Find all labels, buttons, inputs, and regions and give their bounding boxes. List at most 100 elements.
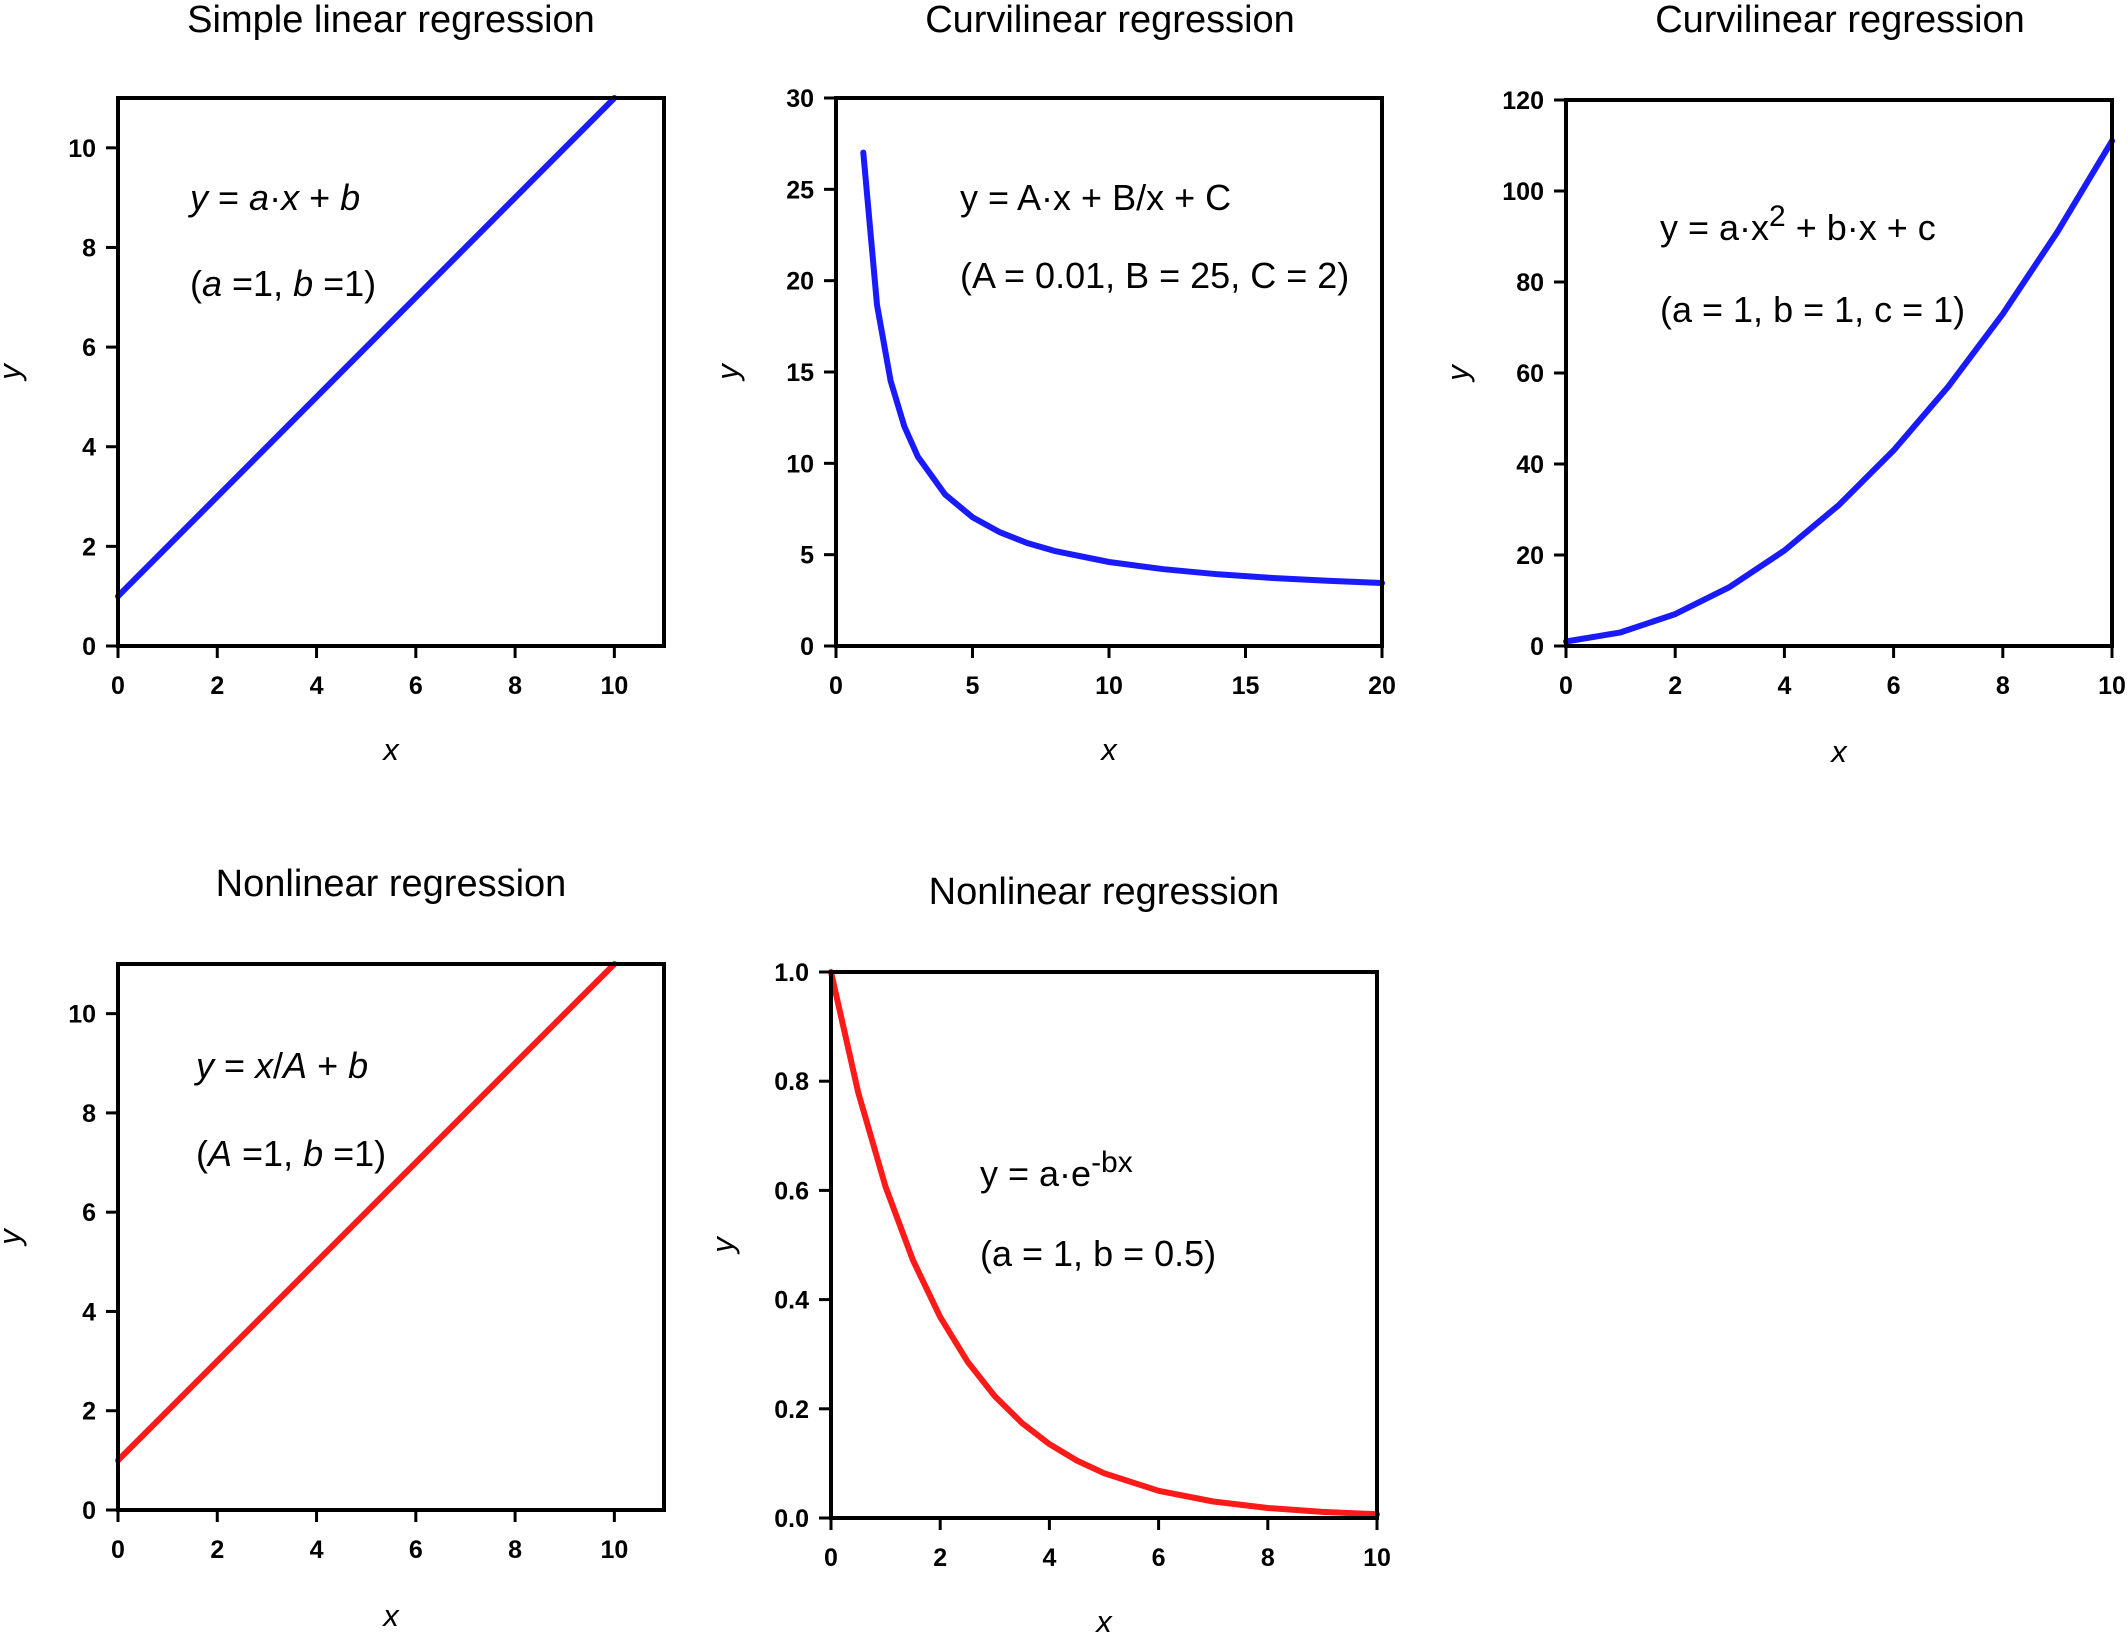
y-tick-label: 10 bbox=[786, 450, 814, 478]
y-tick-label: 8 bbox=[82, 234, 96, 262]
equation-text: · bbox=[269, 177, 281, 218]
y-tick-label: 0 bbox=[82, 633, 96, 661]
plot-frame bbox=[116, 96, 666, 648]
x-tick-label: 10 bbox=[600, 1536, 628, 1564]
equation-text: + b·x + c bbox=[1786, 207, 1936, 248]
x-axis-label: x bbox=[1094, 1604, 1113, 1637]
equation-variable: a bbox=[249, 177, 269, 218]
y-tick-label: 0 bbox=[1530, 633, 1544, 661]
x-tick-label: 2 bbox=[1668, 672, 1682, 700]
equation-variable: x bbox=[253, 1045, 275, 1086]
y-tick-label: 0.8 bbox=[774, 1068, 809, 1096]
x-tick-label: 6 bbox=[1152, 1544, 1166, 1572]
y-tick-label: 0.2 bbox=[774, 1396, 809, 1424]
parameters-text: =1) bbox=[313, 263, 376, 304]
x-axis-label: x bbox=[1099, 732, 1118, 767]
y-tick-label: 5 bbox=[800, 542, 814, 570]
y-tick-label: 100 bbox=[1502, 178, 1544, 206]
x-tick-label: 4 bbox=[310, 1536, 324, 1564]
x-tick-label: 8 bbox=[1996, 672, 2010, 700]
y-tick-label: 0.6 bbox=[774, 1177, 809, 1205]
x-tick-label: 4 bbox=[1042, 1544, 1056, 1572]
equation-variable: A bbox=[281, 1045, 307, 1086]
series-line bbox=[860, 149, 1385, 586]
x-axis-label: x bbox=[381, 732, 400, 767]
y-tick-label: 20 bbox=[1516, 542, 1544, 570]
y-tick-label: 10 bbox=[68, 1001, 96, 1029]
equation-text: y = a·x bbox=[1660, 207, 1769, 248]
x-axis-label: x bbox=[1829, 734, 1848, 769]
x-tick-label: 20 bbox=[1368, 672, 1396, 700]
chart-title: Nonlinear regression bbox=[216, 863, 567, 905]
chart-panel-4: Nonlinear regression02468100246810xyy = … bbox=[0, 863, 666, 1633]
chart-panel-5: Nonlinear regression 0 2 4 6 8 10 0.0 0.2 0.4 0.6 0… bbox=[705, 871, 1391, 1637]
y-tick-label: 4 bbox=[82, 1298, 96, 1326]
y-axis-label: y bbox=[705, 1235, 740, 1255]
chart-title: Curvilinear regression bbox=[925, 0, 1295, 41]
parameters-variable: a bbox=[202, 263, 222, 304]
y-tick-label: 60 bbox=[1516, 360, 1544, 388]
x-tick-label: 2 bbox=[933, 1544, 947, 1572]
parameters-label: (a = 1, b = 0.5) bbox=[980, 1233, 1216, 1274]
y-tick-label: 2 bbox=[82, 1398, 96, 1426]
equation-text: + bbox=[307, 1045, 348, 1086]
y-axis-label: y bbox=[710, 362, 745, 382]
equation-variable: y bbox=[193, 1045, 216, 1086]
x-tick-label: 6 bbox=[409, 1536, 423, 1564]
equation-superscript: -bx bbox=[1091, 1146, 1133, 1179]
y-tick-label: 2 bbox=[82, 533, 96, 561]
y-axis-label: y bbox=[0, 1227, 27, 1247]
parameters-variable: b bbox=[303, 1133, 323, 1174]
y-tick-label: 80 bbox=[1516, 269, 1544, 297]
x-tick-label: 0 bbox=[111, 672, 125, 700]
parameters-label: (a =1, b =1) bbox=[190, 263, 376, 304]
x-tick-label: 4 bbox=[310, 672, 324, 700]
equation-label: y = a·x + b bbox=[187, 177, 360, 218]
y-tick-label: 120 bbox=[1502, 87, 1544, 115]
parameters-variable: A bbox=[206, 1133, 232, 1174]
plot-frame bbox=[1564, 98, 2114, 648]
plot-frame bbox=[116, 962, 666, 1512]
equation-text: y = a·e bbox=[980, 1153, 1091, 1194]
y-tick-label: 40 bbox=[1516, 451, 1544, 479]
x-tick-label: 15 bbox=[1232, 672, 1260, 700]
series-line bbox=[828, 969, 1380, 1518]
equation-label: y = A·x + B/x + C bbox=[960, 177, 1231, 218]
parameters-text: =1, bbox=[222, 263, 293, 304]
y-tick-label: 10 bbox=[68, 135, 96, 163]
equation-text: = bbox=[214, 1045, 255, 1086]
equation-label: y = a·e-bx bbox=[980, 1146, 1133, 1194]
equation-variable: y bbox=[187, 177, 210, 218]
x-tick-label: 0 bbox=[824, 1544, 838, 1572]
parameters-text: =1, bbox=[232, 1133, 303, 1174]
equation-variable: b bbox=[348, 1045, 368, 1086]
equation-text: = bbox=[208, 177, 249, 218]
x-tick-label: 10 bbox=[1363, 1544, 1391, 1572]
y-tick-label: 0.4 bbox=[774, 1287, 809, 1315]
y-tick-label: 15 bbox=[786, 359, 814, 387]
y-tick-label: 20 bbox=[786, 268, 814, 296]
chart-panel-2: Curvilinear regression 0 5 10 15 20 0 5 10 15 20 25… bbox=[710, 0, 1396, 767]
x-tick-label: 6 bbox=[409, 672, 423, 700]
y-tick-label: 30 bbox=[786, 85, 814, 113]
y-axis-label: y bbox=[1440, 363, 1475, 383]
series-line bbox=[115, 95, 618, 600]
x-tick-label: 8 bbox=[508, 672, 522, 700]
parameters-variable: b bbox=[293, 263, 313, 304]
x-tick-label: 8 bbox=[1261, 1544, 1275, 1572]
y-tick-label: 0 bbox=[82, 1497, 96, 1525]
equation-variable: x bbox=[279, 177, 301, 218]
x-tick-label: 0 bbox=[111, 1536, 125, 1564]
x-tick-label: 2 bbox=[210, 1536, 224, 1564]
chart-title: Nonlinear regression bbox=[929, 871, 1280, 913]
y-tick-label: 25 bbox=[786, 176, 814, 204]
parameters-label: (a = 1, b = 1, c = 1) bbox=[1660, 289, 1965, 330]
x-tick-label: 5 bbox=[966, 672, 980, 700]
y-tick-label: 6 bbox=[82, 1199, 96, 1227]
equation-superscript: 2 bbox=[1769, 200, 1786, 233]
x-tick-label: 0 bbox=[1559, 672, 1573, 700]
y-tick-label: 6 bbox=[82, 334, 96, 362]
x-tick-label: 10 bbox=[1095, 672, 1123, 700]
